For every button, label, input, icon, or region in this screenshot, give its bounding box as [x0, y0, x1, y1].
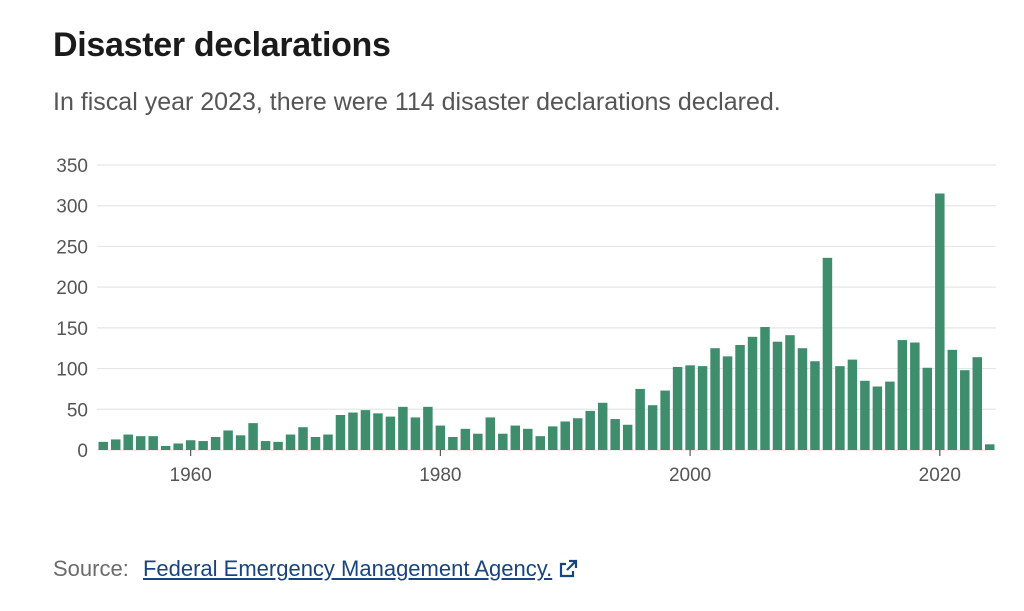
source-link-text: Federal Emergency Management Agency.	[142, 556, 553, 581]
bar	[697, 366, 708, 450]
bar	[348, 412, 358, 450]
bar	[760, 327, 770, 450]
bar	[972, 357, 983, 450]
bar-chart: 0 50 100 150 200 250 300 350 1960 1980 2000 2020	[56, 156, 996, 486]
y-tick-label: 0	[77, 441, 88, 462]
bar	[722, 356, 733, 450]
bar	[185, 440, 196, 450]
bar	[960, 370, 970, 450]
y-tick-label: 250	[56, 237, 88, 258]
bar	[123, 434, 133, 450]
bar	[610, 419, 620, 450]
bar	[947, 349, 958, 450]
bar	[248, 423, 258, 450]
bar	[647, 405, 658, 450]
bar	[897, 340, 908, 450]
y-tick-label: 100	[56, 360, 88, 381]
chart-subtitle: In fiscal year 2023, there were 114 disa…	[53, 88, 781, 116]
bar	[535, 436, 546, 450]
bar	[485, 417, 496, 450]
bar	[710, 348, 720, 450]
bar	[148, 436, 158, 450]
bar	[860, 380, 870, 450]
x-tick-label: 2000	[669, 465, 711, 486]
bar	[460, 428, 471, 450]
bar	[572, 418, 583, 450]
bar	[785, 335, 795, 450]
bar	[985, 444, 995, 450]
bar	[910, 342, 920, 450]
bar	[135, 436, 146, 450]
x-tick-label: 2020	[919, 465, 961, 486]
bar	[198, 441, 208, 450]
bar	[210, 436, 221, 450]
bar	[510, 425, 521, 450]
bar	[922, 367, 933, 450]
bar	[335, 414, 346, 450]
bar	[560, 421, 570, 450]
bar	[373, 413, 383, 450]
bar	[235, 435, 246, 450]
source-line: Source: Federal Emergency Management Age…	[53, 556, 578, 582]
bar	[435, 425, 446, 450]
bar	[323, 434, 333, 450]
bar	[273, 441, 283, 450]
bar	[735, 344, 745, 450]
y-tick-label: 350	[56, 156, 88, 177]
bar	[772, 341, 783, 450]
bar	[797, 348, 808, 450]
bar	[223, 430, 233, 450]
bar	[835, 366, 845, 450]
bar-series	[98, 193, 995, 450]
bar	[448, 436, 458, 450]
bar	[410, 417, 421, 450]
bar	[398, 406, 408, 450]
bar	[585, 410, 595, 450]
bar	[298, 427, 308, 450]
chart-title: Disaster declarations	[53, 26, 391, 64]
bar	[423, 406, 433, 450]
y-tick-label: 200	[56, 278, 88, 299]
bar	[885, 381, 895, 450]
bar	[98, 441, 108, 450]
x-tick-label: 1980	[419, 465, 461, 486]
source-label: Source:	[53, 556, 129, 581]
bar	[523, 428, 533, 450]
bar	[847, 359, 858, 450]
y-axis: 0 50 100 150 200 250 300 350	[56, 156, 88, 462]
bar	[173, 443, 183, 450]
bar	[547, 426, 558, 450]
bar	[310, 436, 321, 450]
bar	[473, 433, 483, 450]
bar	[498, 433, 508, 450]
bar	[822, 257, 833, 450]
gridlines	[97, 164, 996, 451]
bar	[260, 441, 271, 450]
x-axis: 1960 1980 2000 2020	[170, 450, 961, 486]
external-link-icon	[560, 559, 578, 578]
source-link[interactable]: Federal Emergency Management Agency.	[143, 556, 578, 581]
bar	[810, 361, 820, 450]
y-tick-label: 50	[67, 400, 88, 421]
bar	[635, 388, 645, 450]
y-tick-label: 150	[56, 319, 88, 340]
bar	[285, 434, 296, 450]
bar	[685, 365, 695, 450]
x-tick-label: 1960	[170, 465, 212, 486]
bar	[935, 193, 945, 450]
bar	[747, 336, 758, 450]
bar	[622, 424, 633, 450]
bar	[872, 386, 883, 450]
bar	[672, 366, 683, 450]
bar	[597, 402, 608, 450]
bar	[160, 445, 171, 450]
bar	[110, 439, 121, 450]
bar	[385, 416, 396, 450]
bar	[660, 390, 670, 450]
bar	[360, 410, 371, 450]
y-tick-label: 300	[56, 197, 88, 218]
